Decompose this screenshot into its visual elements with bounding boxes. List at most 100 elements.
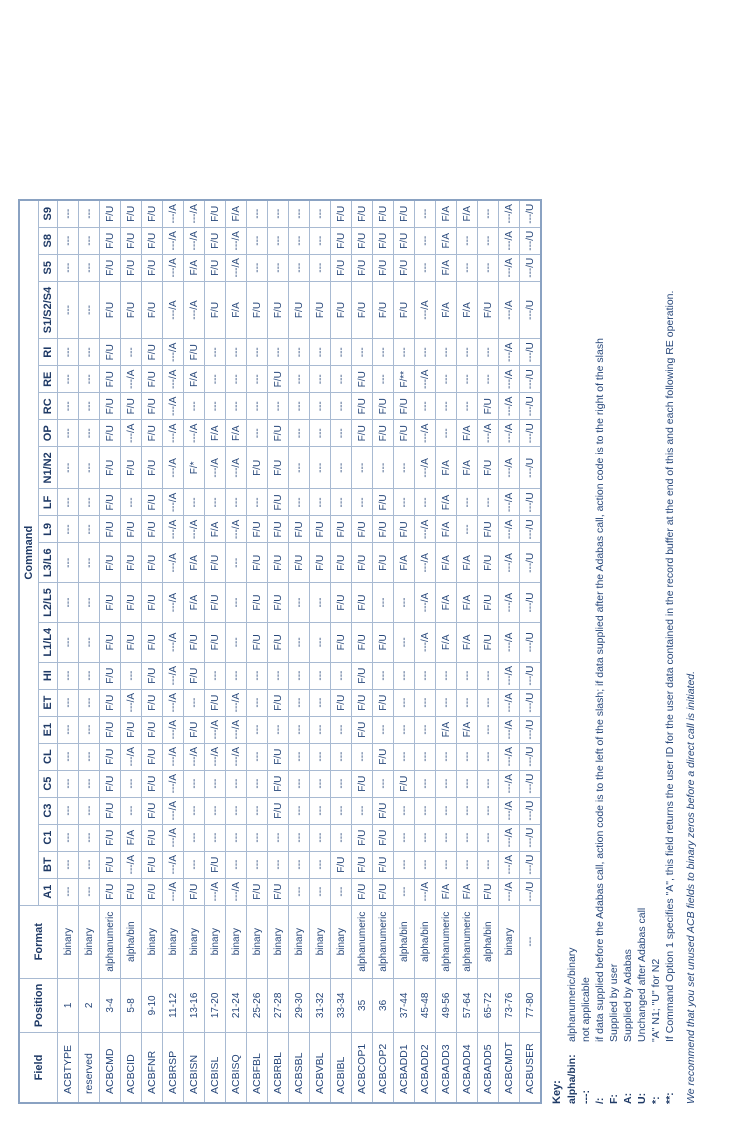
usage-cell: ---/A	[225, 878, 247, 906]
usage-cell: ---	[330, 446, 352, 489]
table-area: Field Position Format Command A1 BT C1 C3 C5 CL E1…	[18, 198, 542, 1104]
usage-cell: ---	[309, 797, 331, 825]
usage-cell: F/U	[372, 488, 394, 516]
usage-cell: F/U	[141, 542, 163, 583]
usage-cell: F/U	[393, 419, 415, 447]
column-header-command-group: Command	[19, 199, 39, 906]
usage-cell: ---/A	[498, 488, 520, 516]
usage-cell: ---	[246, 199, 268, 228]
field-name-cell: ACBRSP	[162, 1032, 184, 1103]
usage-cell: F/U	[477, 582, 499, 623]
usage-cell: F/U	[246, 542, 268, 583]
usage-cell: ---	[78, 662, 100, 690]
key-term: *:	[650, 1096, 662, 1104]
table-row-acbtype: ACBTYPE 1 binary --- --- --- --- --- --- --- --- --…	[57, 199, 79, 1103]
table-row-acbvbl: ACBVBL 31-32 binary --- --- --- --- --- --- --- --…	[309, 199, 331, 1103]
usage-cell: ---/A	[162, 365, 184, 393]
table-row-acbcmd: ACBCMD 3-4 alphanumeric F/U F/U F/U F/U F/U F/U F…	[99, 199, 121, 1103]
usage-cell: ---	[78, 824, 100, 852]
usage-cell: ---/A	[498, 662, 520, 690]
usage-cell: ---/A	[162, 582, 184, 623]
column-header-s9: S9	[38, 199, 58, 228]
usage-cell: F/U	[330, 515, 352, 543]
usage-cell: F/U	[141, 716, 163, 744]
column-header-c1: C1	[38, 824, 58, 852]
usage-cell: F/U	[330, 227, 352, 255]
usage-cell: ---	[393, 582, 415, 623]
usage-cell: F/U	[309, 542, 331, 583]
usage-cell: F/U	[330, 689, 352, 717]
usage-cell: ---/A	[225, 254, 247, 282]
usage-cell: F/U	[99, 281, 121, 339]
usage-cell: F/*	[183, 446, 205, 489]
usage-cell: F/A	[435, 488, 457, 516]
usage-cell: F/U	[267, 281, 289, 339]
table-row-acbfnr: ACBFNR 9-10 binary F/U F/U F/U F/U F/U F/U F/U F/U…	[141, 199, 163, 1103]
table-row-acbuser: ACBUSER 77-80 --- ---/U ---/U ---/U ---/U ---/U…	[519, 199, 541, 1103]
field-name-cell: ACBTYPE	[57, 1032, 79, 1103]
usage-cell: ---/A	[120, 365, 142, 393]
usage-cell: ---/A	[498, 716, 520, 744]
usage-cell: ---	[288, 770, 310, 798]
usage-cell: ---	[309, 446, 331, 489]
usage-cell: ---	[372, 770, 394, 798]
usage-cell: F/U	[330, 542, 352, 583]
key-definition: not applicable	[580, 977, 592, 1042]
usage-cell: ---	[456, 338, 478, 366]
usage-cell: ---	[477, 851, 499, 879]
usage-cell: F/A	[456, 542, 478, 583]
usage-cell: ---/A	[225, 515, 247, 543]
usage-cell: ---/A	[162, 662, 184, 690]
format-cell: alphanumeric	[99, 905, 121, 979]
usage-cell: ---	[288, 254, 310, 282]
column-header-c3: C3	[38, 797, 58, 825]
usage-cell: F/U	[351, 878, 373, 906]
usage-cell: ---/A	[498, 199, 520, 228]
usage-cell: ---/A	[162, 797, 184, 825]
usage-cell: F/U	[204, 199, 226, 228]
usage-cell: F/U	[99, 662, 121, 690]
key-term: alpha/bin:	[566, 1054, 578, 1104]
usage-cell: F/U	[477, 542, 499, 583]
usage-cell: ---/A	[414, 878, 436, 906]
usage-cell: F/U	[141, 515, 163, 543]
usage-cell: F/A	[183, 582, 205, 623]
usage-cell: F/A	[204, 515, 226, 543]
usage-cell: ---	[183, 689, 205, 717]
usage-cell: ---	[456, 515, 478, 543]
usage-cell: ---	[435, 689, 457, 717]
usage-cell: F/U	[246, 582, 268, 623]
usage-cell: ---/A	[162, 770, 184, 798]
usage-cell: ---	[288, 878, 310, 906]
usage-cell: F/A	[204, 419, 226, 447]
usage-cell: F/U	[99, 622, 121, 663]
usage-cell: ---	[267, 716, 289, 744]
usage-cell: ---/U	[519, 689, 541, 717]
usage-cell: F/U	[351, 281, 373, 339]
usage-cell: F/U	[99, 515, 121, 543]
usage-cell: ---	[330, 662, 352, 690]
usage-cell: ---	[288, 582, 310, 623]
usage-cell: F/A	[456, 446, 478, 489]
column-header-ri: RI	[38, 338, 58, 366]
usage-cell: ---	[309, 365, 331, 393]
usage-cell: ---	[477, 227, 499, 255]
usage-cell: ---	[393, 689, 415, 717]
usage-cell: F/U	[99, 446, 121, 489]
usage-cell: ---	[246, 419, 268, 447]
usage-cell: ---	[393, 662, 415, 690]
usage-cell: ---	[78, 851, 100, 879]
table-row-acbadd1: ACBADD1 37-44 alpha/bin --- --- --- --- F/U --- -…	[393, 199, 415, 1103]
usage-cell: ---/A	[414, 542, 436, 583]
usage-cell: F/U	[372, 254, 394, 282]
position-cell: 35	[351, 978, 373, 1033]
position-cell: 33-34	[330, 978, 352, 1033]
usage-cell: ---	[57, 488, 79, 516]
table-row-acbcid: ACBCID 5-8 alpha/bin F/U ---/A F/A --- --- ---/A…	[120, 199, 142, 1103]
usage-cell: F/U	[141, 254, 163, 282]
usage-cell: ---/A	[498, 689, 520, 717]
usage-cell: F/U	[288, 281, 310, 339]
key-line: A: Supplied by Adabas	[622, 291, 634, 1104]
format-cell: binary	[57, 905, 79, 979]
column-header-bt: BT	[38, 851, 58, 879]
